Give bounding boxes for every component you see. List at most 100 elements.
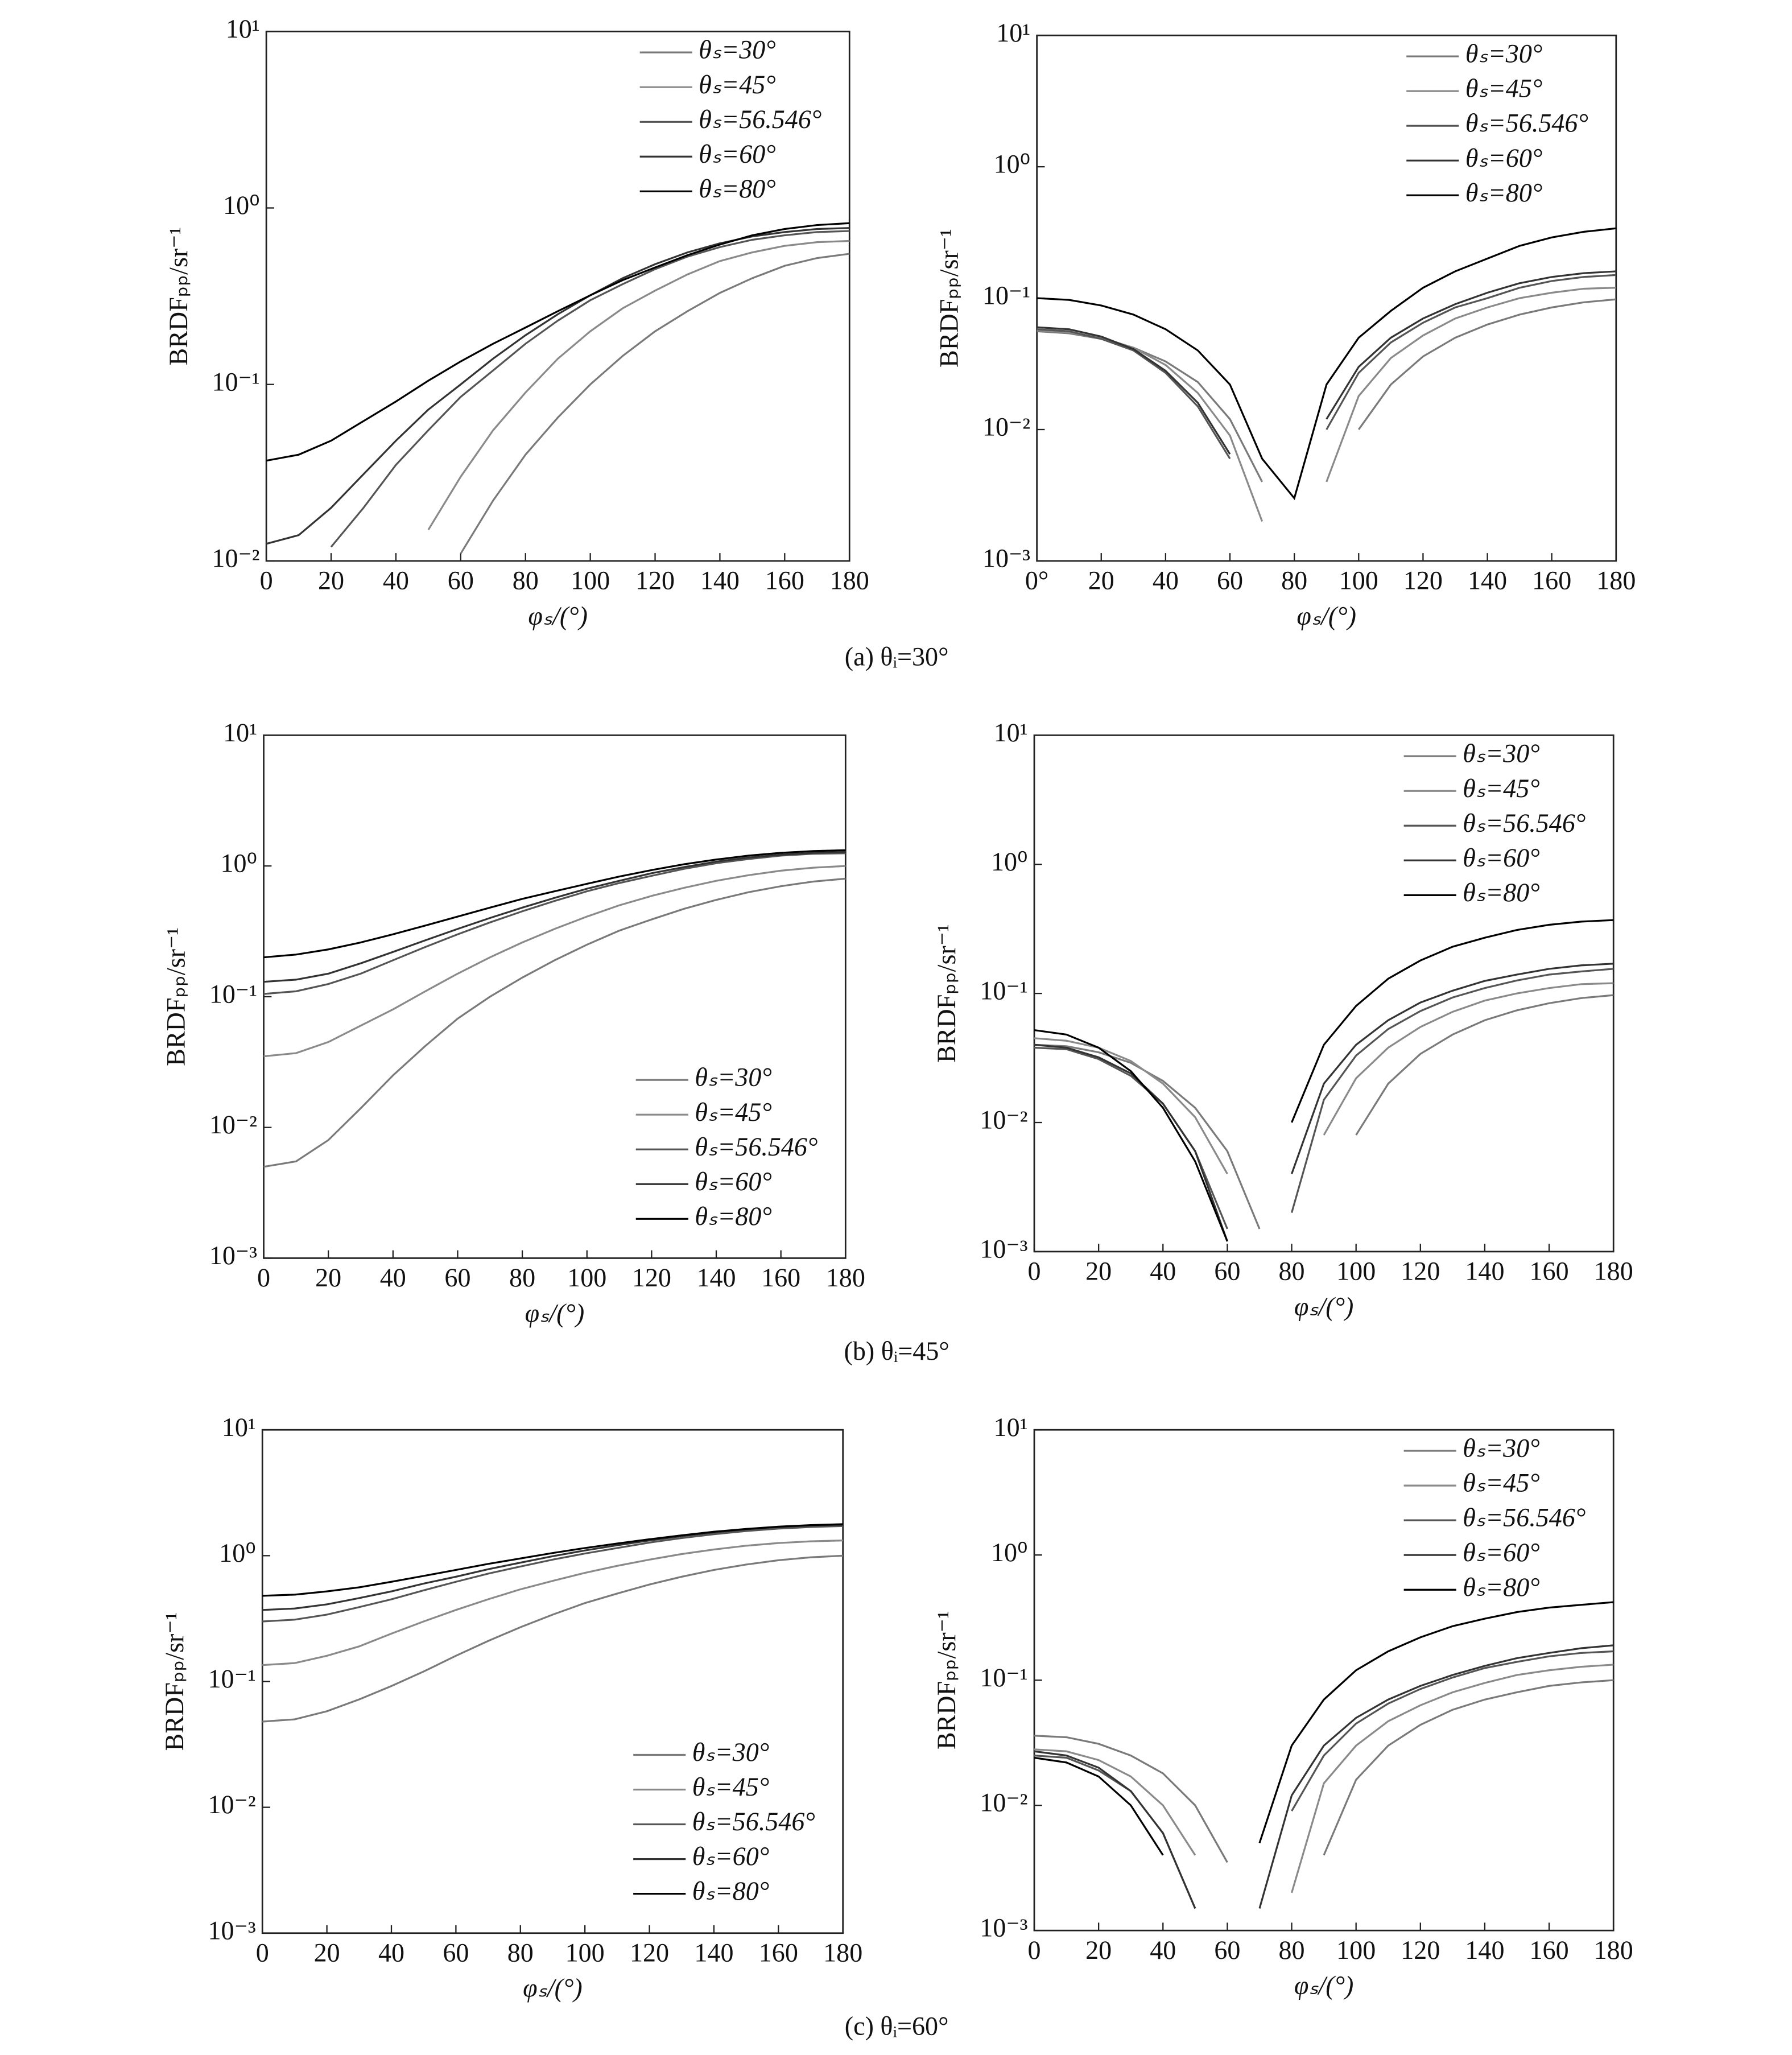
x-tick-label: 100 <box>1339 566 1378 595</box>
caption: (c) θᵢ=60° <box>845 2012 949 2041</box>
plot-frame <box>265 30 850 562</box>
x-tick-label: 140 <box>1468 566 1507 595</box>
legend-label: θₛ=80° <box>699 174 775 203</box>
series-line <box>1034 1664 1614 1893</box>
x-tick-label: 80 <box>1281 566 1307 595</box>
caption: (b) θᵢ=45° <box>844 1336 949 1365</box>
series-line <box>263 849 846 959</box>
series-line <box>1037 298 1616 482</box>
x-tick-label: 120 <box>630 1938 669 1967</box>
series-line <box>263 851 846 983</box>
x-tick-label: 60 <box>1217 566 1243 595</box>
caption: (a) θᵢ=30° <box>845 642 949 671</box>
series-line <box>330 230 850 548</box>
y-tick-label: 10⁻¹ <box>212 367 259 396</box>
y-tick-label: 10⁰ <box>991 847 1028 876</box>
series-line <box>1034 1679 1614 1863</box>
y-axis-label: BRDFₚₚ/sr⁻¹ <box>160 1612 189 1751</box>
series-line <box>1034 982 1614 1175</box>
legend-label: θₛ=56.546° <box>692 1807 815 1836</box>
y-tick-label: 10⁻³ <box>208 1916 256 1945</box>
x-tick-label: 140 <box>700 566 740 595</box>
x-tick-label: 20 <box>1085 1936 1112 1965</box>
x-tick-label: 40 <box>1150 1257 1176 1286</box>
x-axis-label: φₛ/(°) <box>1294 1971 1354 2000</box>
x-tick-label: 140 <box>1465 1257 1504 1286</box>
x-tick-label: 180 <box>823 1938 862 1967</box>
y-tick-label: 10⁻³ <box>980 1913 1027 1942</box>
y-tick-label: 10⁻¹ <box>980 976 1027 1005</box>
y-tick-label: 10⁻² <box>982 412 1030 441</box>
legend-label: θₛ=45° <box>699 70 775 99</box>
y-tick-label: 10⁰ <box>223 191 260 220</box>
x-axis-label: φₛ/(°) <box>1294 1292 1354 1321</box>
legend-label: θₛ=30° <box>699 35 775 64</box>
y-tick-label: 10⁻² <box>212 544 259 573</box>
x-tick-label: 40 <box>1150 1936 1176 1965</box>
y-tick-label: 10⁻² <box>980 1105 1027 1134</box>
legend-label: θₛ=45° <box>692 1772 769 1801</box>
legend-label: θₛ=60° <box>699 139 775 168</box>
x-axis-label: φₛ/(°) <box>528 601 588 630</box>
x-tick-label: 0 <box>260 566 273 595</box>
legend-label: θₛ=56.546° <box>1463 808 1585 837</box>
x-tick-label: 160 <box>1530 1936 1569 1965</box>
series-line <box>263 865 846 1058</box>
y-tick-label: 10⁻² <box>980 1788 1027 1817</box>
x-tick-label: 0 <box>1028 1936 1041 1965</box>
x-tick-label: 180 <box>1596 566 1636 595</box>
x-tick-label: 160 <box>1532 566 1571 595</box>
legend-label: θₛ=60° <box>1465 143 1542 172</box>
x-tick-label: 120 <box>1401 1936 1440 1965</box>
x-tick-label: 140 <box>696 1263 736 1292</box>
legend-label: θₛ=45° <box>1465 74 1542 103</box>
series-line <box>1037 287 1616 522</box>
legend-label: θₛ=60° <box>695 1167 771 1196</box>
series-line <box>1034 1644 1614 1909</box>
legend-label: θₛ=56.546° <box>695 1132 817 1161</box>
x-axis-label: φₛ/(°) <box>523 1974 583 2003</box>
legend-label: θₛ=80° <box>692 1876 769 1905</box>
x-tick-label: 100 <box>571 566 610 595</box>
x-tick-label: 60 <box>444 1263 470 1292</box>
y-tick-label: 10⁰ <box>991 1538 1028 1567</box>
x-tick-label: 160 <box>759 1938 798 1967</box>
series-line <box>262 1523 843 1597</box>
y-axis-label: BRDFₚₚ/sr⁻¹ <box>932 1611 961 1749</box>
series-line <box>263 877 846 1168</box>
x-tick-label: 60 <box>448 566 474 595</box>
x-tick-label: 120 <box>1401 1257 1440 1286</box>
series-line <box>266 227 850 545</box>
x-tick-label: 180 <box>826 1263 865 1292</box>
series-line <box>1037 274 1616 460</box>
x-tick-label: 80 <box>1279 1257 1305 1286</box>
y-axis-label: BRDFₚₚ/sr⁻¹ <box>164 227 193 366</box>
x-tick-label: 60 <box>443 1938 469 1967</box>
x-tick-label: 60 <box>1214 1936 1240 1965</box>
x-tick-label: 120 <box>635 566 675 595</box>
legend-label: θₛ=60° <box>1463 843 1539 872</box>
x-tick-label: 80 <box>509 1263 535 1292</box>
y-tick-label: 10¹ <box>222 1413 256 1442</box>
series-line <box>460 253 850 554</box>
x-tick-label: 20 <box>315 1263 341 1292</box>
series-line <box>1034 963 1614 1242</box>
y-tick-label: 10⁻³ <box>980 1234 1027 1263</box>
x-tick-label: 100 <box>1336 1257 1376 1286</box>
x-tick-label: 120 <box>1403 566 1443 595</box>
y-tick-label: 10¹ <box>994 718 1028 747</box>
y-tick-label: 10⁻¹ <box>982 281 1030 310</box>
legend-label: θₛ=30° <box>1463 739 1539 768</box>
y-tick-label: 10¹ <box>996 18 1030 47</box>
legend-label: θₛ=56.546° <box>1465 109 1588 138</box>
y-tick-label: 10¹ <box>226 14 260 43</box>
x-tick-label: 140 <box>1465 1936 1504 1965</box>
y-tick-label: 10⁻¹ <box>209 979 257 1008</box>
y-tick-label: 10⁻¹ <box>208 1664 256 1693</box>
x-tick-label: 80 <box>507 1938 534 1967</box>
series-line <box>1034 994 1614 1229</box>
y-axis-label: BRDFₚₚ/sr⁻¹ <box>161 927 190 1066</box>
x-tick-label: 120 <box>632 1263 671 1292</box>
x-tick-label: 160 <box>1530 1257 1569 1286</box>
